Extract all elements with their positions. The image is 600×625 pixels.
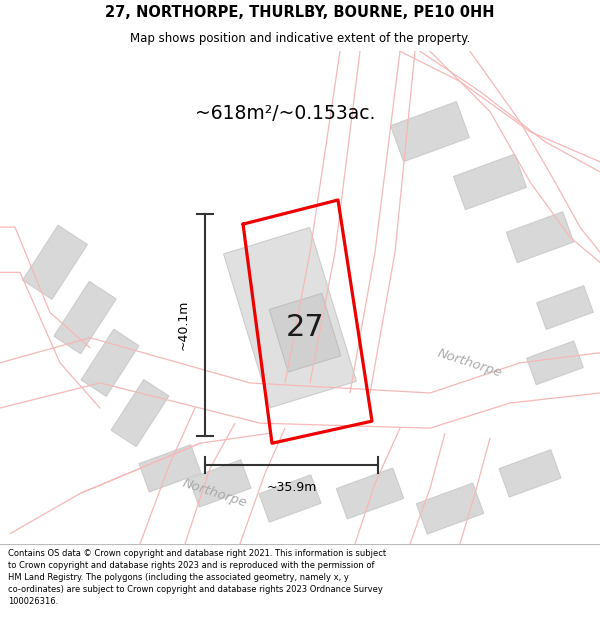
Bar [337,468,404,519]
Bar [506,212,574,262]
Bar [189,460,251,507]
Text: ~618m²/~0.153ac.: ~618m²/~0.153ac. [195,104,375,123]
Bar [391,102,469,162]
Text: Northorpe: Northorpe [181,477,249,510]
Bar [269,293,341,372]
Bar [416,483,484,534]
Bar [54,281,116,354]
Bar [259,475,321,522]
Bar [499,450,561,497]
Text: Contains OS data © Crown copyright and database right 2021. This information is : Contains OS data © Crown copyright and d… [8,549,386,606]
Bar [454,154,527,209]
Text: Northorpe: Northorpe [436,346,504,379]
Bar [224,228,356,408]
Bar [81,329,139,396]
Bar [139,445,201,492]
Text: Map shows position and indicative extent of the property.: Map shows position and indicative extent… [130,32,470,45]
Bar [527,341,583,384]
Bar [111,379,169,447]
Text: 27, NORTHORPE, THURLBY, BOURNE, PE10 0HH: 27, NORTHORPE, THURLBY, BOURNE, PE10 0HH [105,5,495,20]
Text: 27: 27 [286,313,325,342]
Text: ~35.9m: ~35.9m [266,481,317,494]
Text: ~40.1m: ~40.1m [176,300,190,351]
Bar [23,226,88,299]
Bar [537,286,593,329]
